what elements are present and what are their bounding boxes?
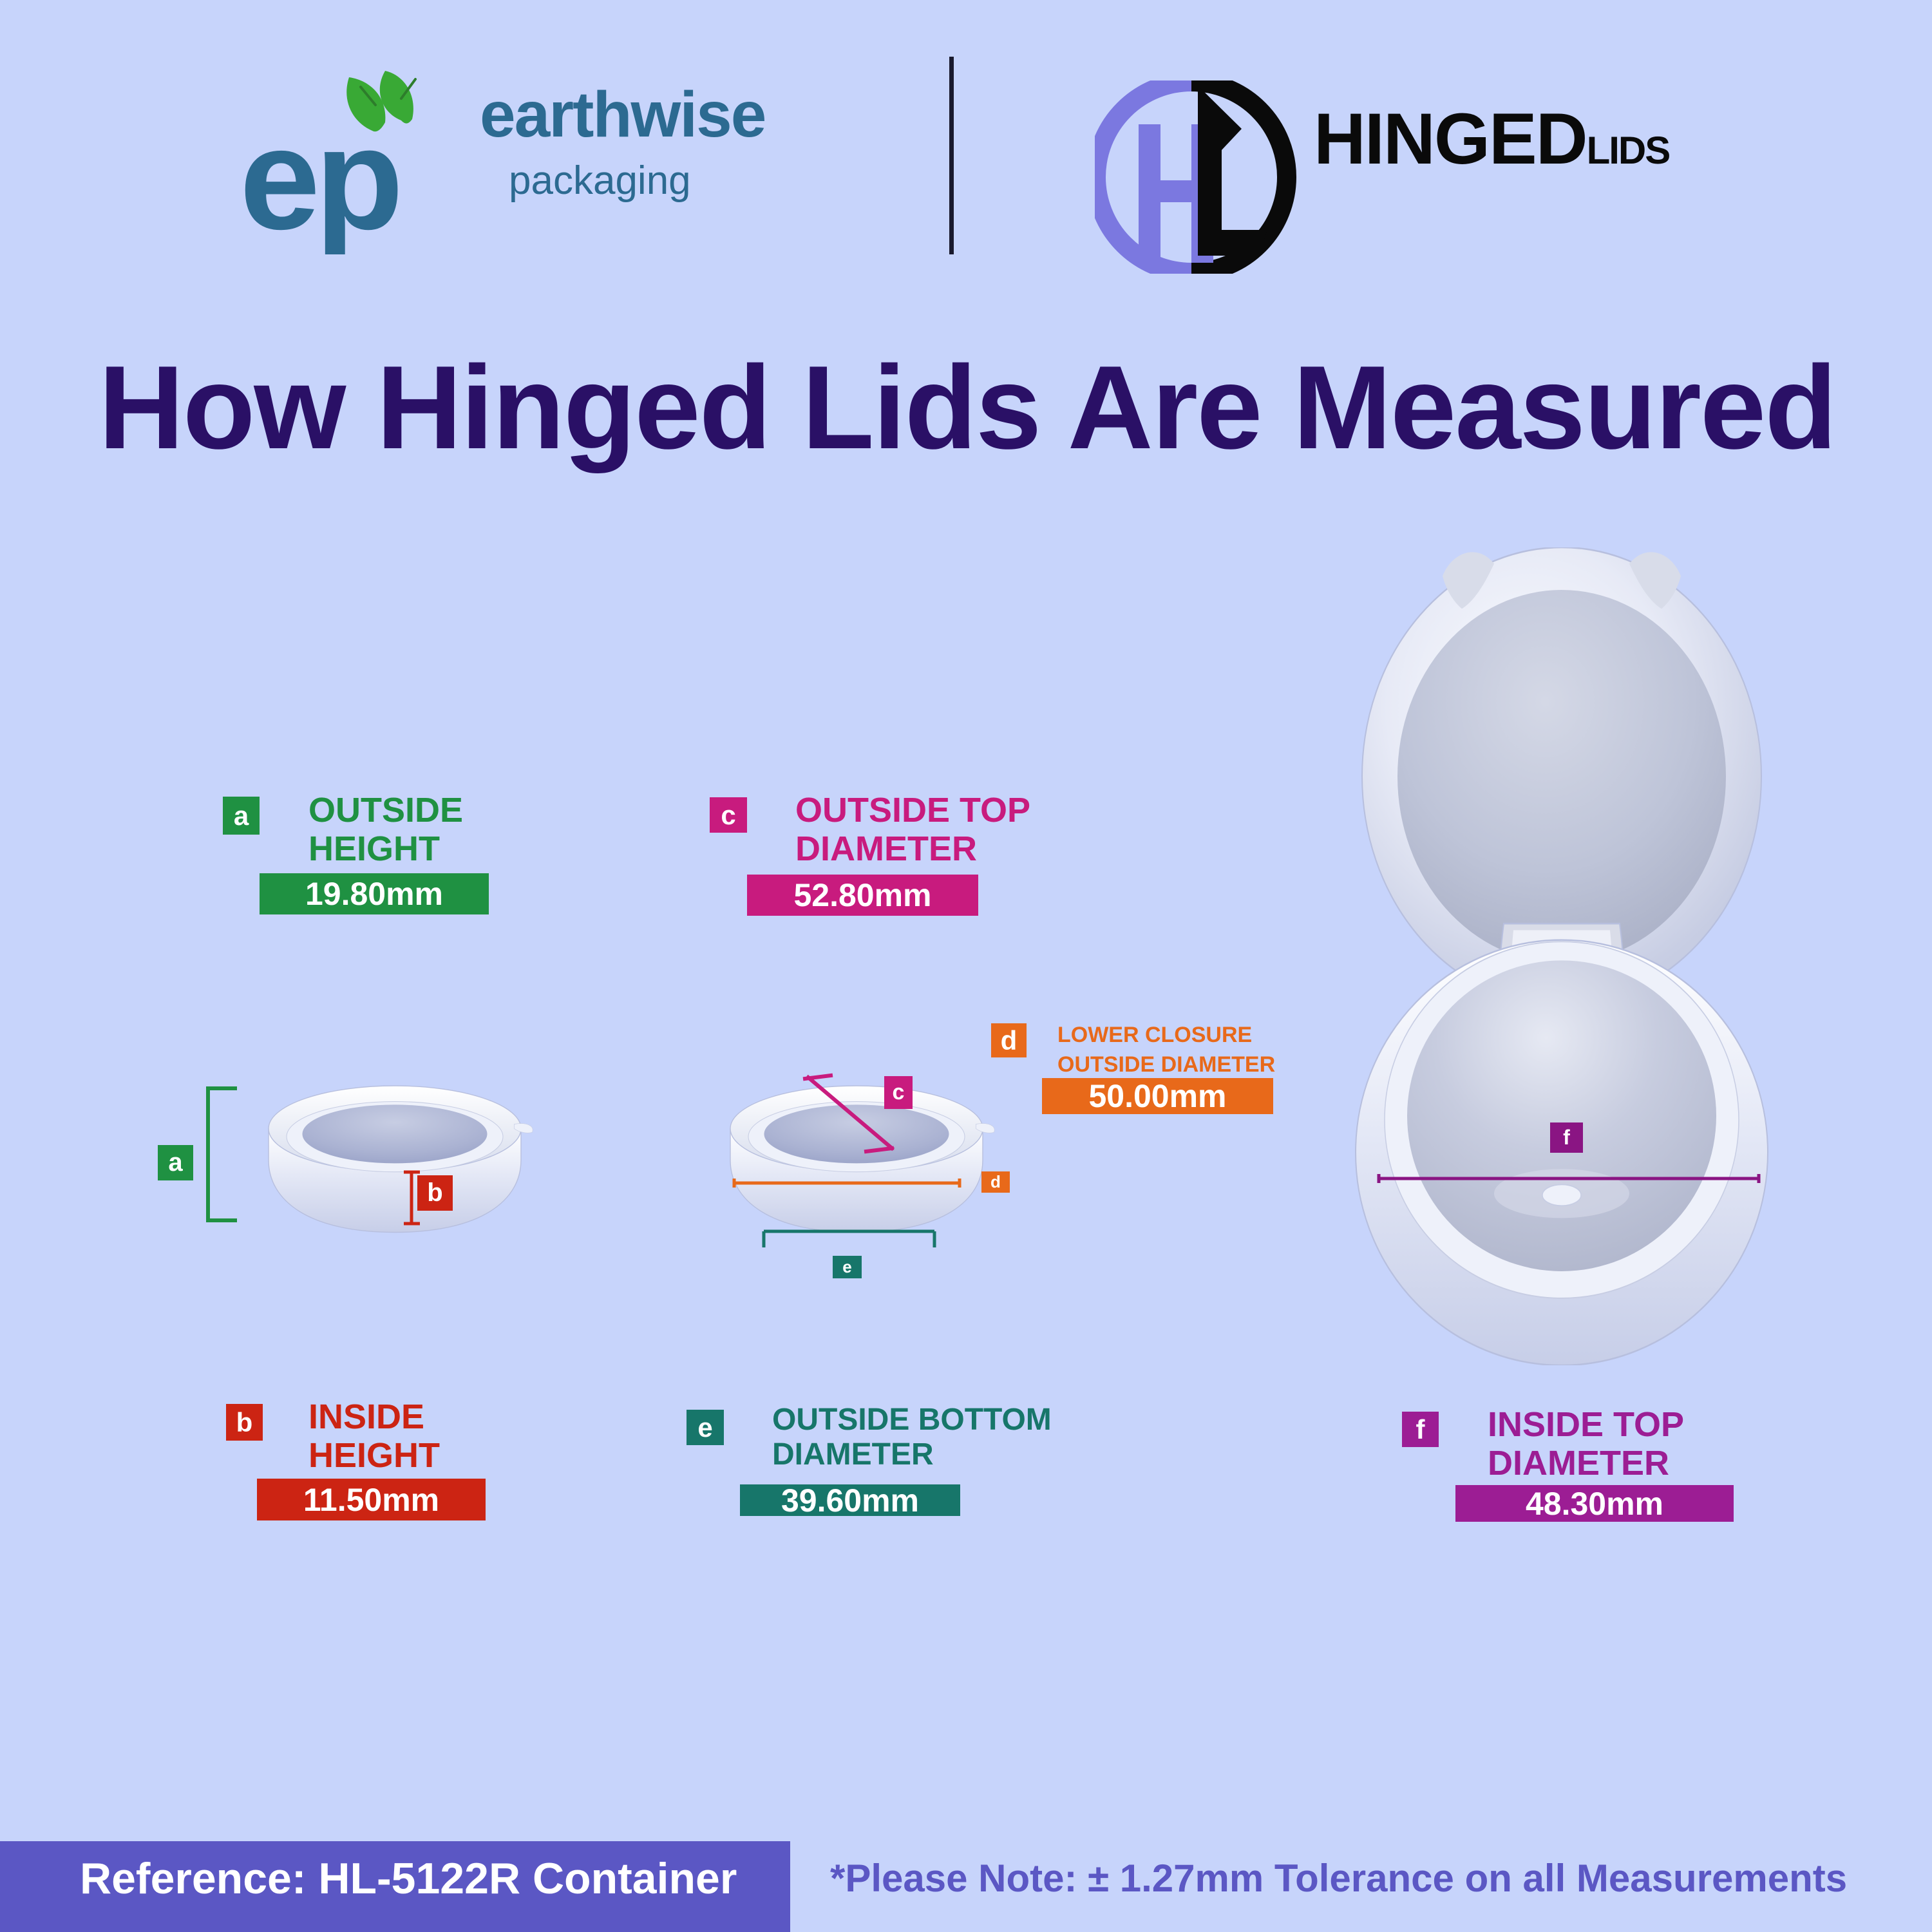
svg-text:ep: ep <box>245 97 399 254</box>
